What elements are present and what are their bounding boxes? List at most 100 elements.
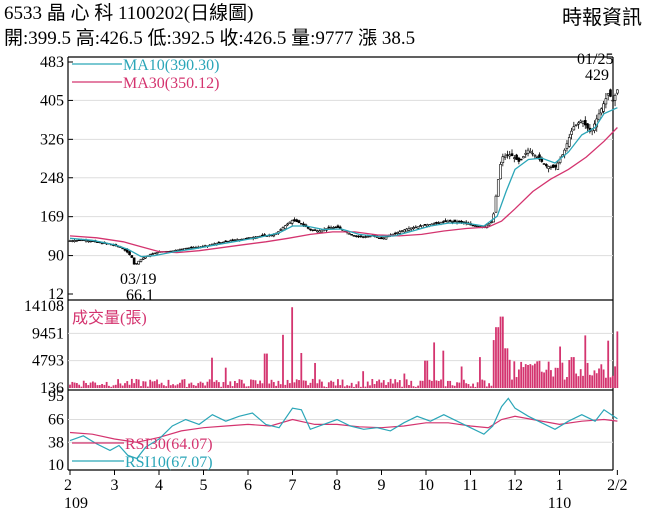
candle-body [547, 166, 550, 169]
candle-body [190, 246, 193, 249]
volume-bar [598, 368, 600, 388]
volume-bar [570, 357, 573, 388]
volume-bar [153, 381, 156, 388]
volume-bar [277, 380, 280, 388]
volume-bar [579, 369, 582, 388]
volume-bar [517, 369, 520, 388]
candle-body [348, 233, 351, 235]
volume-bar [197, 383, 200, 388]
volume-bar [501, 316, 504, 388]
volume-bar [286, 379, 289, 388]
volume-bar [568, 360, 571, 388]
volume-bar [339, 385, 342, 388]
volume-bar [321, 381, 323, 388]
price-tick-label: 483 [40, 54, 64, 71]
rsi-gridlines [68, 419, 613, 443]
volume-bar [71, 381, 74, 388]
candle-body [503, 155, 507, 158]
candle-body [151, 253, 154, 255]
candle-body [123, 248, 127, 251]
candle-body [435, 222, 438, 224]
volume-bar [552, 376, 555, 388]
volume-bar [105, 381, 108, 388]
candle-body [572, 126, 576, 131]
high-date-annotation: 01/25 [577, 51, 613, 68]
candle-body [409, 227, 413, 230]
candle-body [396, 232, 399, 234]
rsi-tick-label: 10 [48, 457, 64, 474]
price-tick-label: 248 [40, 170, 64, 187]
volume-bar [195, 385, 197, 388]
volume-bar [75, 383, 78, 388]
volume-bar [490, 385, 493, 388]
candle-body [281, 227, 285, 231]
candle-body [494, 195, 498, 213]
candle-body [567, 137, 571, 147]
price-gridlines [68, 99, 613, 257]
volume-bar [300, 352, 303, 388]
volume-bar [506, 348, 509, 388]
candle-body [302, 223, 305, 226]
moving-average-lines [69, 107, 618, 258]
volume-bar [529, 364, 532, 388]
rsi-axis: 95 66 38 10 [48, 388, 64, 474]
volume-bar [224, 367, 227, 388]
ma10-line [69, 107, 618, 258]
candle-body [604, 98, 608, 105]
volume-bar [240, 379, 243, 388]
volume-bar [456, 382, 458, 388]
x-year-label: 110 [548, 495, 571, 512]
volume-bar [176, 384, 179, 388]
volume-bar [192, 384, 195, 388]
volume-bar [288, 383, 291, 388]
volume-bar [126, 381, 129, 388]
volume-bar [385, 384, 387, 388]
volume-bar [453, 385, 456, 388]
candle-body [364, 236, 367, 238]
volume-bar [410, 380, 413, 388]
volume-bar [266, 353, 268, 388]
candle-body [357, 235, 360, 238]
candle-body [577, 122, 580, 125]
candle-body [290, 220, 294, 224]
candle-body [233, 239, 237, 241]
volume-bar [412, 386, 415, 388]
volume-bar [531, 365, 534, 388]
volume-bar [607, 340, 610, 388]
volume-bar [270, 379, 273, 388]
candle-body [75, 239, 79, 242]
ma30-line [69, 127, 618, 254]
rsi-legend: RSI30(64.07) RSI10(67.07) [72, 436, 213, 471]
candle-body [451, 221, 454, 223]
candle-body [517, 157, 521, 162]
candle-body [309, 228, 312, 231]
volume-bar [382, 380, 385, 388]
candle-body [414, 226, 418, 229]
volume-bar [373, 384, 376, 388]
data-source: 時報資訊 [562, 7, 642, 29]
volume-bar [121, 385, 124, 388]
volume-bar [591, 375, 594, 388]
low-value-annotation: 66.1 [126, 287, 154, 304]
candle-body [586, 123, 589, 129]
volume-bar [437, 380, 440, 388]
candle-body [407, 228, 411, 231]
volume-bar [479, 357, 481, 388]
candle-body [185, 247, 189, 250]
x-tick-label: 12 [507, 477, 523, 494]
candle-body [499, 164, 502, 180]
volume-bar [403, 373, 406, 388]
x-tick-label: 2/2 [607, 477, 627, 494]
volume-tick-label: 14108 [24, 298, 64, 315]
candle-body [611, 99, 615, 102]
volume-bar [353, 386, 355, 388]
rsi-tick-label: 95 [48, 388, 64, 405]
x-tick-label: 1 [556, 477, 564, 494]
volume-bar [236, 382, 239, 388]
volume-bar [119, 383, 122, 388]
volume-bar [556, 367, 559, 388]
volume-bar [472, 383, 474, 388]
volume-bar [254, 380, 257, 388]
volume-bar [419, 380, 422, 388]
volume-bar [279, 384, 282, 388]
